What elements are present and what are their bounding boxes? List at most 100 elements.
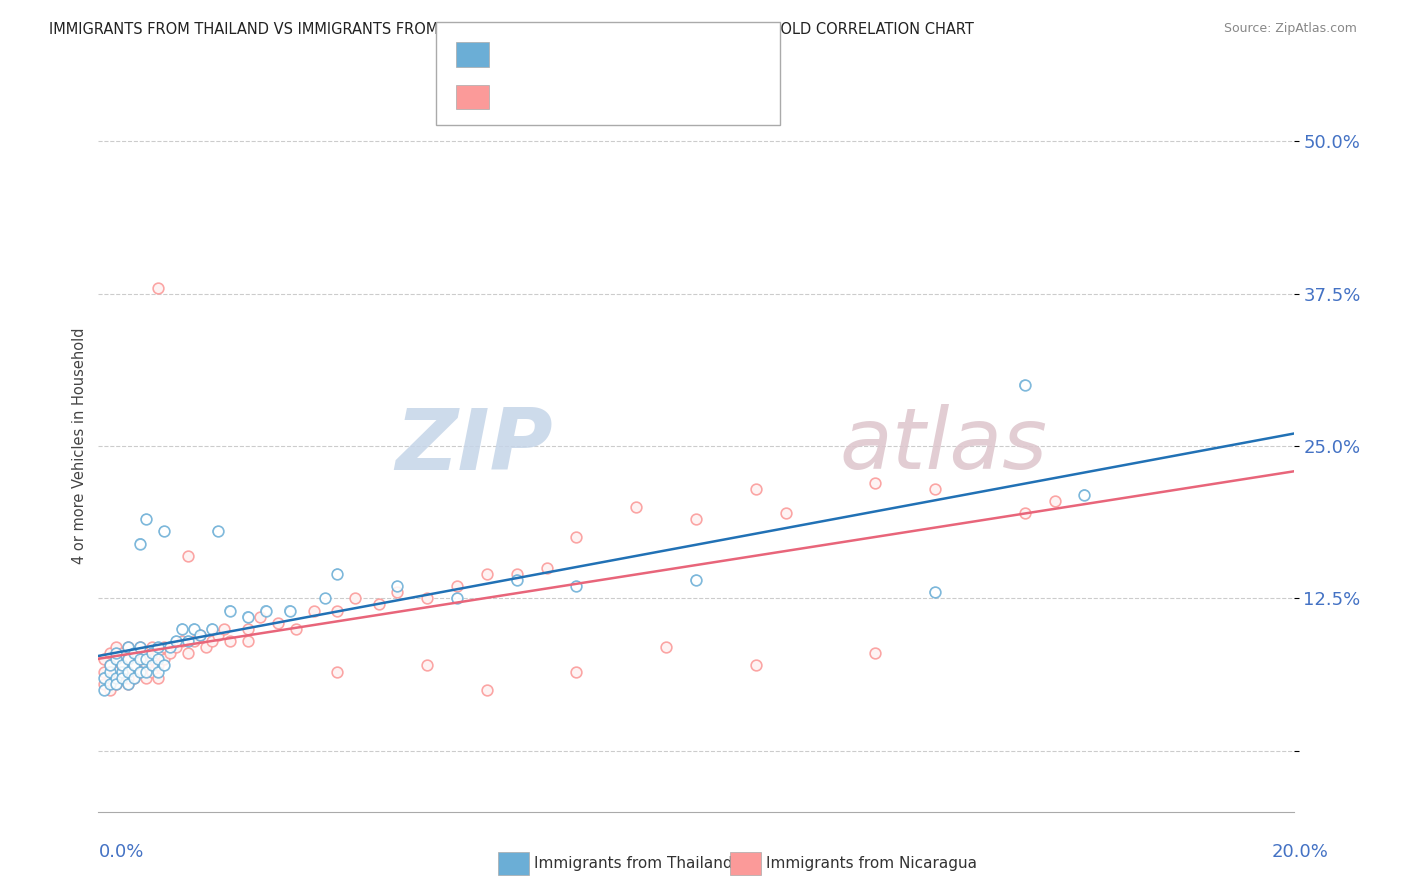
Point bbox=[124, 671, 146, 685]
Point bbox=[177, 549, 200, 563]
Point bbox=[1043, 494, 1066, 508]
Point bbox=[188, 628, 211, 642]
Text: 0.397: 0.397 bbox=[538, 88, 592, 106]
Point bbox=[141, 652, 163, 666]
Point bbox=[148, 658, 170, 673]
Point bbox=[98, 671, 122, 685]
Point bbox=[141, 640, 163, 655]
Point bbox=[219, 634, 242, 648]
Point bbox=[129, 640, 152, 655]
Point bbox=[117, 671, 139, 685]
Point bbox=[111, 665, 134, 679]
Point bbox=[506, 573, 529, 587]
Point bbox=[177, 646, 200, 660]
Point bbox=[141, 665, 163, 679]
Point bbox=[165, 640, 187, 655]
Point bbox=[148, 646, 170, 660]
Point bbox=[153, 640, 176, 655]
Point bbox=[153, 658, 176, 673]
Point bbox=[183, 634, 205, 648]
Point bbox=[141, 640, 163, 655]
Point bbox=[117, 677, 139, 691]
Point bbox=[98, 682, 122, 697]
Point bbox=[93, 652, 115, 666]
Point bbox=[172, 622, 194, 636]
Point bbox=[201, 634, 224, 648]
Text: N =: N = bbox=[583, 88, 631, 106]
Point bbox=[153, 658, 176, 673]
Point bbox=[129, 665, 152, 679]
Point bbox=[117, 665, 139, 679]
Point bbox=[105, 640, 128, 655]
Point bbox=[117, 640, 139, 655]
Point bbox=[124, 646, 146, 660]
Point bbox=[129, 652, 152, 666]
Point bbox=[159, 640, 181, 655]
Point bbox=[865, 475, 887, 490]
Point bbox=[236, 622, 259, 636]
Point bbox=[188, 628, 211, 642]
Point bbox=[249, 609, 271, 624]
Point bbox=[655, 640, 678, 655]
Point bbox=[344, 591, 367, 606]
Point bbox=[129, 665, 152, 679]
Point bbox=[284, 622, 307, 636]
Point bbox=[865, 475, 887, 490]
Point bbox=[385, 579, 409, 593]
Point bbox=[207, 628, 229, 642]
Point bbox=[212, 622, 235, 636]
Text: N =: N = bbox=[583, 45, 631, 64]
Point bbox=[135, 646, 157, 660]
Point bbox=[775, 506, 797, 520]
Point bbox=[148, 640, 170, 655]
Text: IMMIGRANTS FROM THAILAND VS IMMIGRANTS FROM NICARAGUA 4 OR MORE VEHICLES IN HOUS: IMMIGRANTS FROM THAILAND VS IMMIGRANTS F… bbox=[49, 22, 974, 37]
Point bbox=[416, 658, 439, 673]
Point bbox=[278, 604, 301, 618]
Point bbox=[111, 646, 134, 660]
Point bbox=[212, 622, 235, 636]
Point bbox=[249, 609, 271, 624]
Point bbox=[93, 682, 115, 697]
Point bbox=[105, 652, 128, 666]
Point bbox=[565, 665, 588, 679]
Point bbox=[315, 591, 337, 606]
Point bbox=[446, 591, 468, 606]
Point bbox=[745, 658, 768, 673]
Point bbox=[98, 677, 122, 691]
Point bbox=[93, 665, 115, 679]
Point bbox=[141, 652, 163, 666]
Point bbox=[775, 506, 797, 520]
Point bbox=[129, 652, 152, 666]
Point bbox=[148, 280, 170, 294]
Point bbox=[148, 640, 170, 655]
Point bbox=[284, 622, 307, 636]
Point bbox=[124, 646, 146, 660]
Point bbox=[98, 665, 122, 679]
Point bbox=[326, 604, 349, 618]
Text: 55: 55 bbox=[640, 45, 662, 64]
Point bbox=[117, 677, 139, 691]
Point bbox=[135, 512, 157, 526]
Text: ZIP: ZIP bbox=[395, 404, 553, 488]
Point bbox=[129, 536, 152, 550]
Point bbox=[153, 652, 176, 666]
Point bbox=[302, 604, 325, 618]
Point bbox=[124, 671, 146, 685]
Text: Source: ZipAtlas.com: Source: ZipAtlas.com bbox=[1223, 22, 1357, 36]
Point bbox=[446, 579, 468, 593]
Point bbox=[117, 665, 139, 679]
Point bbox=[1073, 488, 1095, 502]
Point bbox=[326, 665, 349, 679]
Point bbox=[1014, 378, 1036, 392]
Point bbox=[98, 665, 122, 679]
Point bbox=[536, 561, 558, 575]
Point bbox=[159, 640, 181, 655]
Point bbox=[117, 640, 139, 655]
Point bbox=[105, 671, 128, 685]
Text: 80: 80 bbox=[640, 88, 662, 106]
Point bbox=[1043, 494, 1066, 508]
Point bbox=[385, 579, 409, 593]
Point bbox=[124, 658, 146, 673]
Point bbox=[1014, 506, 1036, 520]
Point bbox=[506, 567, 529, 582]
